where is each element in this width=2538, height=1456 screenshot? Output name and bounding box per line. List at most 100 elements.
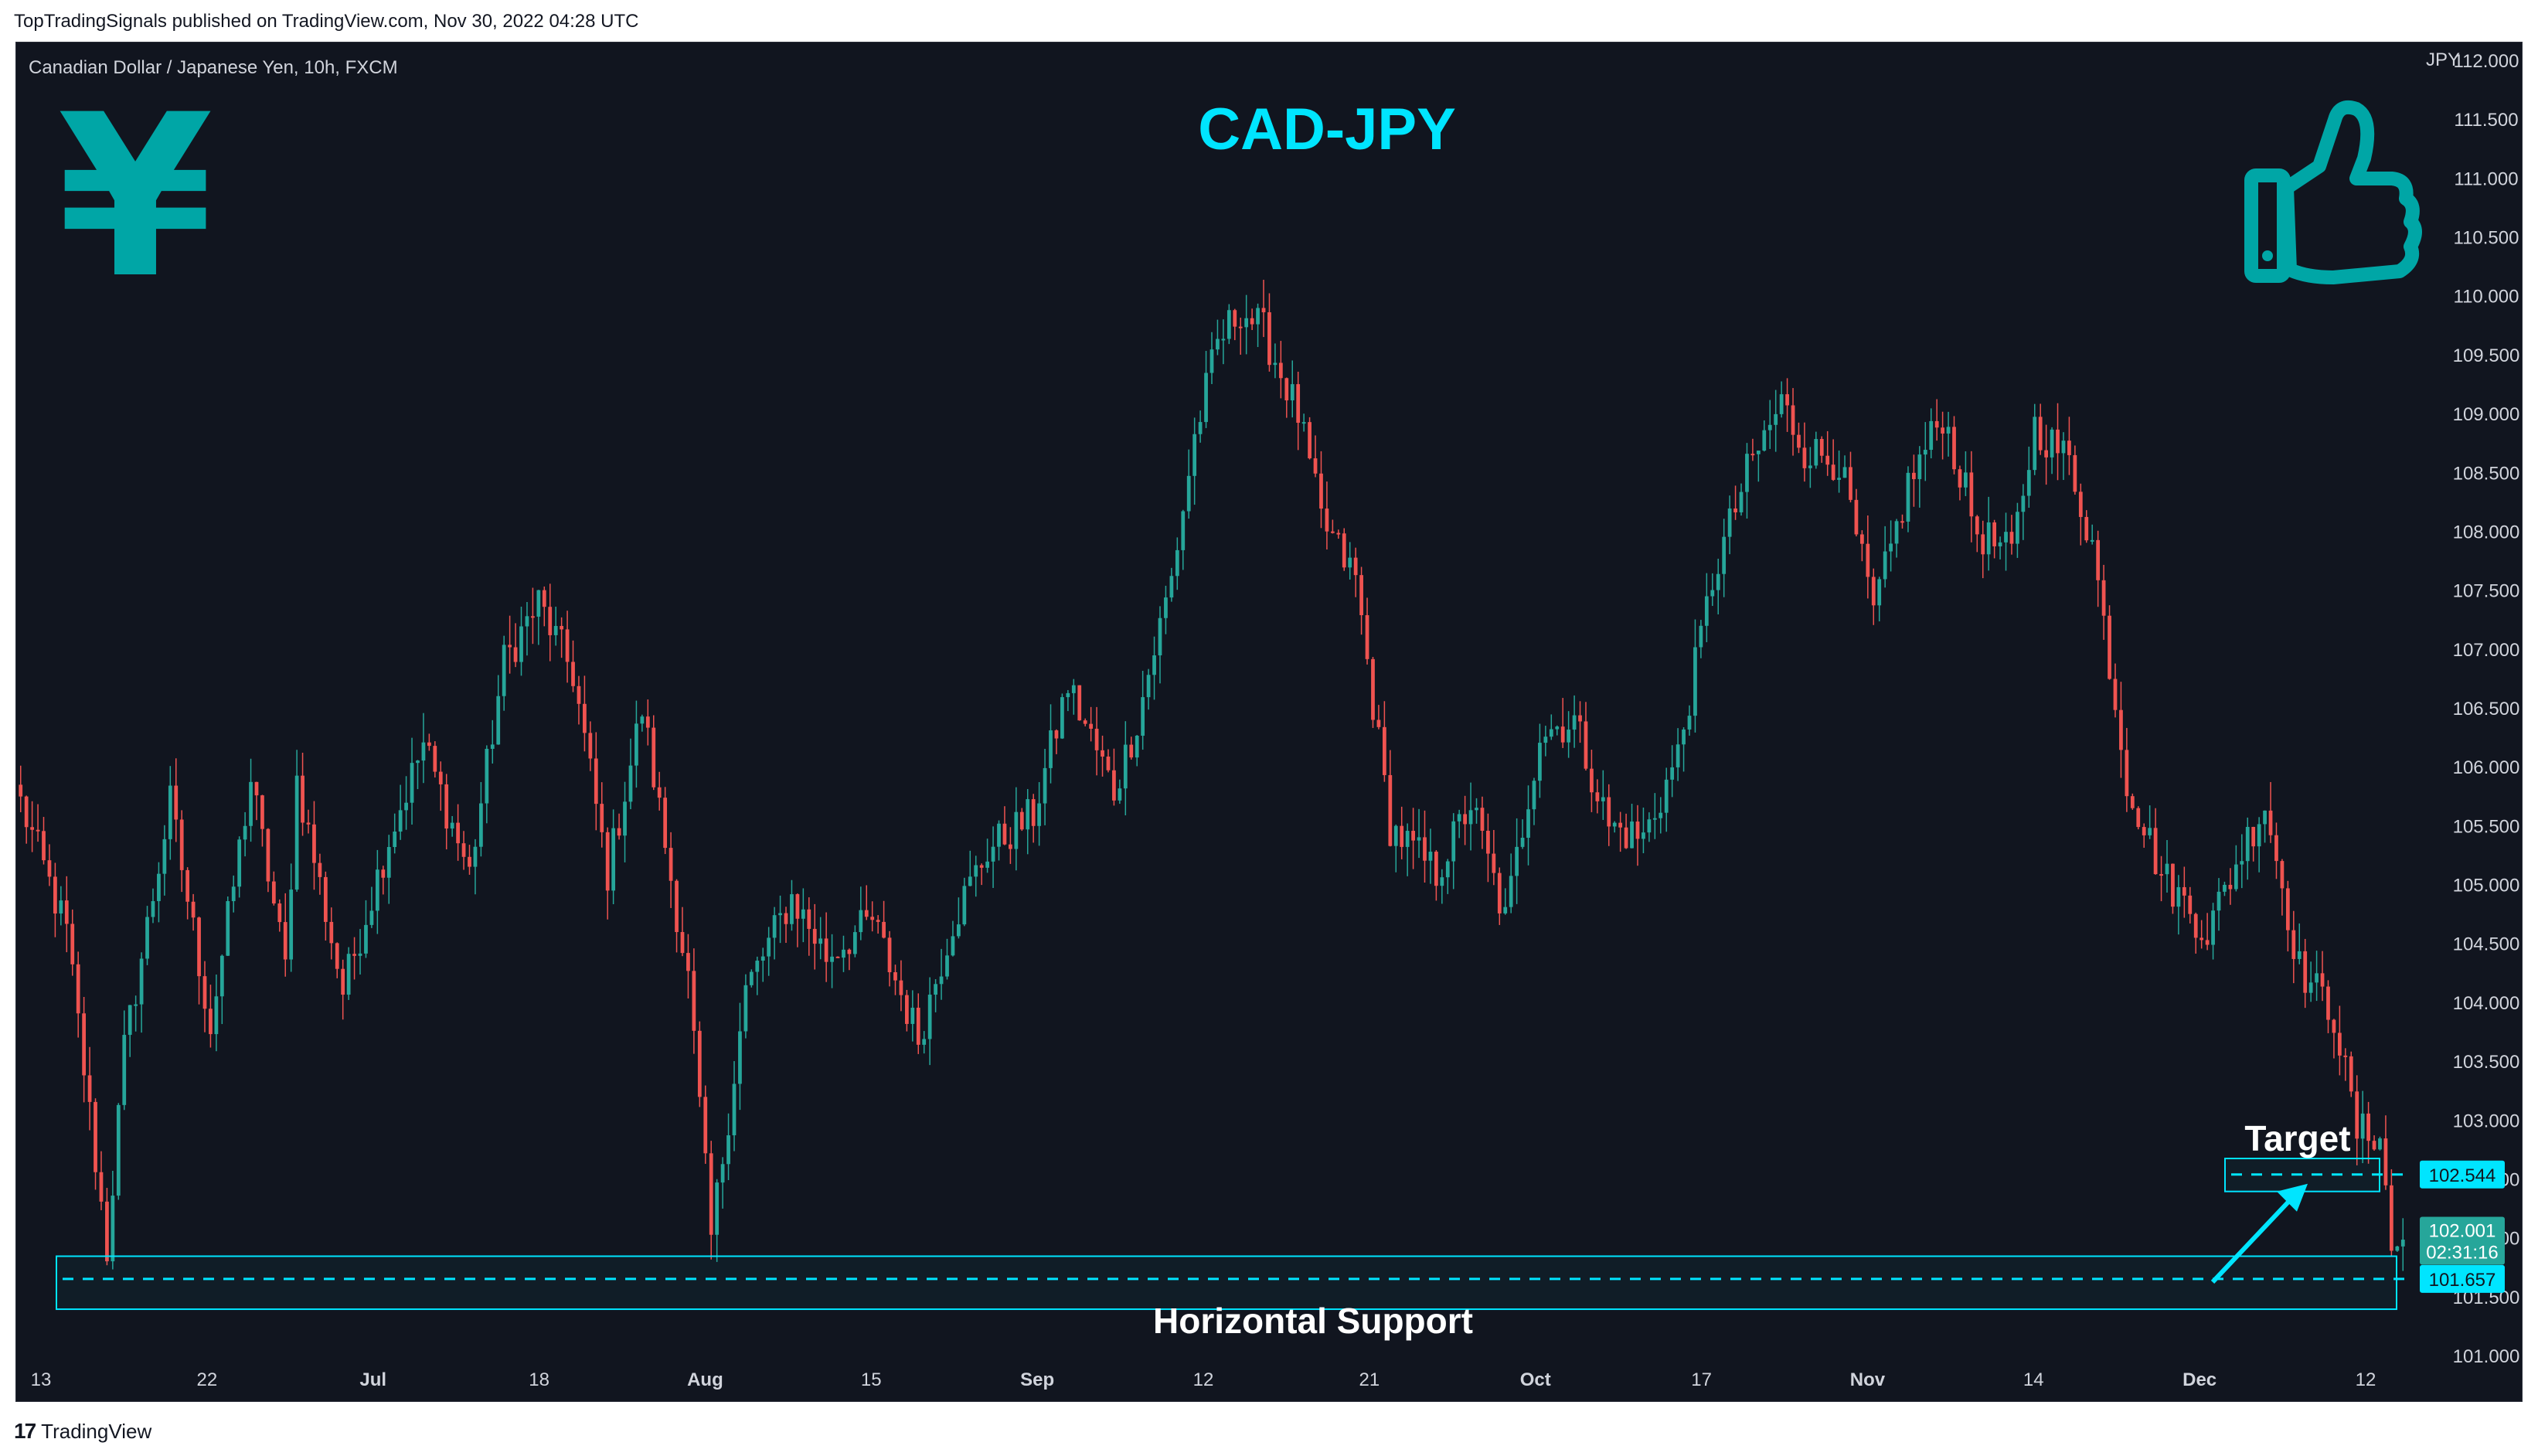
tradingview-logo[interactable]: 17 TradingView (14, 1419, 151, 1444)
time-tick-label: 12 (1193, 1369, 1214, 1390)
candle-body (1238, 326, 1243, 328)
candle-body (306, 822, 311, 825)
candle-body (36, 829, 40, 832)
chart-canvas[interactable]: 101.000101.500102.000102.500103.000103.5… (16, 43, 2523, 1403)
candle-body (1244, 318, 1249, 328)
candle-body (174, 785, 179, 820)
candle-body (1336, 532, 1341, 535)
candle-body (375, 869, 379, 911)
price-tick-label: 110.500 (2454, 228, 2519, 249)
candle-body (289, 890, 294, 960)
candle-body (2084, 516, 2089, 541)
candle-body (703, 1097, 708, 1154)
candle-body (1727, 508, 1732, 537)
candle-body (1946, 427, 1951, 434)
candle-body (2130, 796, 2135, 808)
candle-body (1664, 779, 1669, 813)
thumbs-up-dot-icon (2262, 250, 2273, 261)
publication-header: TopTradingSignals published on TradingVi… (14, 11, 639, 32)
candle-body (479, 803, 483, 847)
chart-frame[interactable]: 101.000101.500102.000102.500103.000103.5… (15, 42, 2523, 1402)
candle-body (2400, 1240, 2405, 1247)
candle-body (70, 924, 75, 964)
candle-body (1859, 534, 1864, 544)
candle-body (2016, 512, 2019, 544)
candle-body (1647, 819, 1652, 833)
candle-body (1837, 478, 1841, 480)
candle-body (1371, 658, 1375, 720)
candle-body (652, 727, 656, 788)
candle-body (398, 810, 403, 832)
candle-body (1710, 590, 1715, 597)
candle-body (749, 971, 754, 985)
candle-body (1301, 422, 1306, 424)
candle-body (784, 913, 788, 924)
candle-body (1135, 735, 1139, 758)
candle-body (842, 949, 845, 958)
candle-body (778, 913, 782, 916)
candle-body (2390, 1185, 2393, 1251)
candle-body (2274, 835, 2278, 862)
candle-body (669, 848, 673, 881)
support-price-tag: 101.657 (2429, 1270, 2496, 1291)
price-tick-label: 107.500 (2453, 581, 2520, 602)
candle-body (1549, 729, 1553, 737)
symbol-label: Canadian Dollar / Japanese Yen, 10h, FXC… (29, 57, 398, 78)
candle-body (1359, 575, 1363, 616)
candle-body (1129, 744, 1134, 758)
candle-body (1560, 726, 1565, 743)
candle-body (2113, 679, 2118, 710)
candle-body (2038, 417, 2043, 451)
candle-body (726, 1135, 730, 1165)
thumbs-up-hand-icon (2280, 100, 2422, 284)
time-tick-label: 14 (2023, 1369, 2044, 1390)
candle-body (692, 971, 696, 1031)
candle-body (1451, 821, 1456, 862)
candle-body (1492, 853, 1496, 873)
candle-body (1652, 818, 1657, 820)
candle-body (951, 936, 955, 956)
candle-body (2320, 973, 2325, 987)
price-tick-label: 105.000 (2453, 876, 2520, 896)
candle-body (134, 1004, 138, 1006)
candle-body (1532, 781, 1536, 810)
price-tick-label: 109.000 (2453, 404, 2520, 425)
candle-body (283, 922, 287, 960)
candle-body (2223, 884, 2227, 892)
candle-body (1555, 726, 1560, 730)
candle-body (2108, 615, 2111, 679)
candle-body (1146, 675, 1151, 698)
candle-body (755, 961, 760, 972)
candle-body (1423, 837, 1427, 861)
candle-body (1428, 852, 1433, 861)
candle-body (2176, 886, 2181, 907)
candle-body (254, 781, 259, 796)
candle-body (2073, 454, 2077, 492)
candle-body (2257, 824, 2261, 847)
candle-body (1538, 743, 1542, 781)
candle-body (801, 909, 805, 919)
candle-body (1969, 472, 1974, 517)
candle-body (738, 1031, 742, 1084)
candle-body (1520, 838, 1525, 847)
candle-body (962, 886, 967, 925)
price-tick-label: 103.000 (2453, 1111, 2520, 1131)
candle-body (2193, 913, 2198, 938)
candle-body (571, 662, 575, 686)
candle-body (64, 900, 69, 924)
candle-body (1659, 812, 1663, 818)
candle-body (1457, 814, 1461, 822)
time-tick-label: Nov (1850, 1369, 1886, 1390)
candle-body (2125, 750, 2129, 797)
candle-body (2159, 874, 2163, 876)
candle-body (191, 901, 196, 918)
candle-body (2383, 1138, 2388, 1186)
candle-body (531, 616, 535, 618)
candle-body (2211, 910, 2215, 945)
candle-body (743, 985, 748, 1032)
candle-body (835, 956, 840, 958)
chart-labels: Canadian Dollar / Japanese Yen, 10h, FXC… (29, 57, 2351, 1341)
candle-body (1106, 756, 1111, 771)
candle-body (1112, 770, 1116, 801)
time-tick-label: Jul (359, 1369, 386, 1390)
